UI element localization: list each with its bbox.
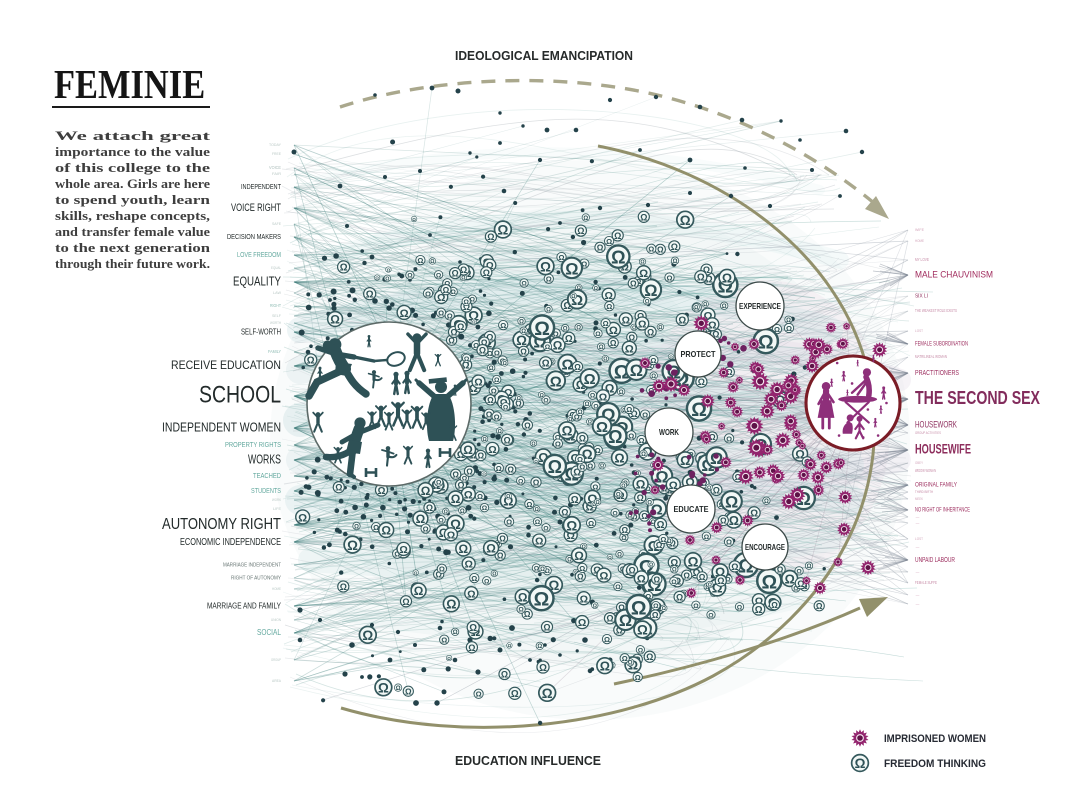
svg-text:AREA: AREA (272, 678, 281, 683)
svg-text:NO RIGHT OF INHERITANCE: NO RIGHT OF INHERITANCE (915, 508, 970, 514)
svg-text:STUDENTS: STUDENTS (251, 488, 281, 495)
svg-text:FAMILY: FAMILY (268, 349, 281, 354)
svg-text:MY LOVE: MY LOVE (915, 257, 929, 262)
svg-text:THE SECOND SEX: THE SECOND SEX (915, 388, 1040, 408)
svg-text:WORK: WORK (659, 427, 680, 437)
svg-text:LOST: LOST (915, 328, 923, 333)
svg-text:SAFE: SAFE (272, 221, 281, 226)
svg-text:HOME: HOME (272, 586, 281, 591)
svg-text:MARRIAGE AND FAMILY: MARRIAGE AND FAMILY (207, 600, 281, 610)
svg-text:RIGHT: RIGHT (270, 303, 281, 308)
svg-text:UNPAID LABOUR: UNPAID LABOUR (915, 555, 955, 564)
svg-text:WIFE: WIFE (915, 227, 924, 232)
svg-text:LAW: LAW (273, 290, 281, 295)
svg-text:whole area. Girls are here: whole area. Girls are here (55, 177, 210, 191)
svg-text:SELF: SELF (272, 313, 281, 318)
svg-text:MALE CHAUVINISM: MALE CHAUVINISM (915, 270, 993, 281)
svg-text:to the next generation: to the next generation (55, 241, 210, 255)
svg-text:MEEK: MEEK (915, 496, 923, 501)
svg-text:and transfer female value: and transfer female value (55, 225, 210, 239)
svg-text:EQUALITY: EQUALITY (233, 273, 281, 288)
svg-text:TODAY: TODAY (269, 142, 281, 147)
svg-text:MATRILINEAL WOMAN: MATRILINEAL WOMAN (915, 354, 947, 359)
svg-text:We attach great: We attach great (55, 129, 211, 143)
svg-text:EDUCATE: EDUCATE (674, 504, 709, 514)
svg-text:IMPRISONED WOMEN: IMPRISONED WOMEN (884, 733, 986, 745)
svg-text:TEACHED: TEACHED (253, 473, 281, 480)
svg-text:of this college to the: of this college to the (55, 161, 211, 175)
svg-text:-: - (915, 592, 922, 597)
svg-text:FREE: FREE (272, 151, 281, 156)
svg-text:ENCOURAGE: ENCOURAGE (745, 542, 785, 552)
svg-text:LIFE: LIFE (273, 506, 281, 511)
svg-text:skills, reshape concepts,: skills, reshape concepts, (55, 209, 210, 223)
svg-text:HOME: HOME (915, 238, 924, 243)
svg-text:VOICE: VOICE (269, 165, 281, 170)
svg-text:GROUP ACTIVITIES: GROUP ACTIVITIES (915, 430, 941, 435)
svg-text:PRACTITIONERS: PRACTITIONERS (915, 368, 959, 377)
svg-text:VOICE RIGHT: VOICE RIGHT (231, 202, 281, 214)
svg-text:to spend youth, learn: to spend youth, learn (55, 193, 210, 207)
svg-text:WIDOW WOMAN: WIDOW WOMAN (915, 468, 936, 473)
svg-text:FREEDOM THINKING: FREEDOM THINKING (884, 758, 986, 770)
svg-text:ORIGINAL FAMILY: ORIGINAL FAMILY (915, 482, 958, 489)
svg-text:PROPERTY RIGHTS: PROPERTY RIGHTS (225, 440, 281, 449)
svg-text:DECISION MAKERS: DECISION MAKERS (227, 232, 281, 241)
svg-text:-: - (915, 569, 922, 574)
svg-text:WORTH: WORTH (270, 320, 281, 325)
svg-text:SOCIAL: SOCIAL (257, 628, 281, 637)
svg-text:HOUSEWORK: HOUSEWORK (915, 420, 957, 431)
svg-text:WORK: WORK (272, 497, 281, 502)
svg-text:EQUAL: EQUAL (271, 265, 282, 270)
svg-text:PROTECT: PROTECT (681, 349, 717, 359)
svg-text:UNION: UNION (271, 617, 281, 622)
svg-text:SCHOOL: SCHOOL (199, 381, 281, 408)
svg-text:GROUP: GROUP (271, 657, 281, 662)
svg-text:RIGHT OF AUTONOMY: RIGHT OF AUTONOMY (231, 575, 282, 581)
svg-text:FEMALE SUBORDINATION: FEMALE SUBORDINATION (915, 341, 968, 348)
svg-text:IDEOLOGICAL EMANCIPATION: IDEOLOGICAL EMANCIPATION (455, 48, 633, 63)
svg-text:through their future work.: through their future work. (55, 257, 210, 271)
svg-text:-: - (915, 601, 922, 606)
svg-text:THIRD BIRTH: THIRD BIRTH (915, 489, 933, 494)
svg-text:INDEPENDENT: INDEPENDENT (241, 182, 281, 191)
svg-text:EXPERIENCE: EXPERIENCE (739, 301, 781, 311)
svg-text:FEMALE SUFFE: FEMALE SUFFE (915, 580, 937, 585)
svg-text:EDUCATION INFLUENCE: EDUCATION INFLUENCE (455, 753, 601, 768)
svg-text:SIX LI: SIX LI (915, 293, 928, 299)
svg-text:INDEPENDENT WOMEN: INDEPENDENT WOMEN (162, 419, 281, 434)
svg-text:THE WEAKEST ROLE EXISTS: THE WEAKEST ROLE EXISTS (915, 308, 957, 313)
svg-text:RECEIVE EDUCATION: RECEIVE EDUCATION (171, 358, 281, 372)
svg-text:-: - (915, 520, 922, 525)
svg-text:LOST: LOST (915, 536, 923, 541)
svg-text:MARRIAGE INDEPENDENT: MARRIAGE INDEPENDENT (223, 562, 281, 568)
svg-text:OBEY: OBEY (915, 460, 923, 465)
svg-text:importance to the value: importance to the value (55, 145, 210, 159)
svg-text:LOVE FREEDOM: LOVE FREEDOM (237, 252, 281, 259)
svg-text:AUTONOMY RIGHT: AUTONOMY RIGHT (162, 516, 281, 533)
svg-text:-: - (915, 514, 922, 519)
svg-text:SELF-WORTH: SELF-WORTH (241, 326, 281, 336)
svg-text:FAIR: FAIR (272, 171, 281, 176)
svg-text:WORKS: WORKS (248, 452, 281, 466)
svg-text:ECONOMIC INDEPENDENCE: ECONOMIC INDEPENDENCE (180, 536, 281, 548)
svg-text:HOUSEWIFE: HOUSEWIFE (915, 442, 971, 457)
svg-text:-: - (915, 544, 922, 549)
